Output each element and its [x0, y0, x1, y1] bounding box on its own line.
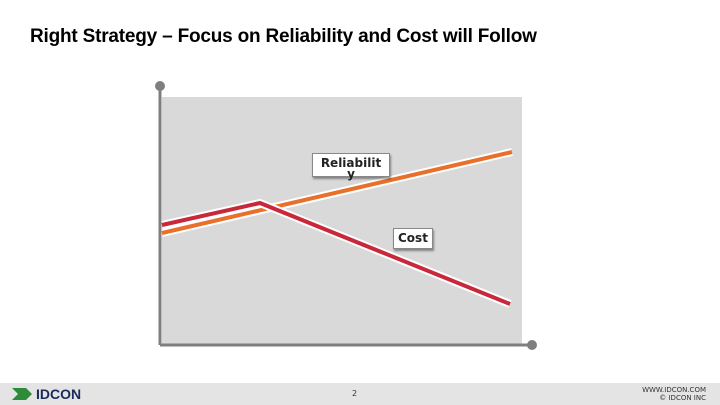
cost-line [161, 200, 511, 306]
reliability-label: Reliability [312, 153, 390, 180]
page-number: 2 [352, 389, 358, 398]
logo-arrow [12, 388, 32, 400]
footer: IDCON 2 WWW.IDCON.COM © IDCON INC [0, 383, 720, 405]
logo-mark [12, 388, 32, 400]
slide-title: Right Strategy – Focus on Reliability an… [30, 26, 537, 47]
logo: IDCON [36, 386, 82, 402]
axis-end [155, 81, 165, 91]
footer-info: WWW.IDCON.COM © IDCON INC [642, 386, 706, 402]
copyright: © IDCON INC [659, 394, 706, 402]
axis-end [527, 340, 537, 350]
diagram [155, 81, 537, 350]
reliability-line [161, 150, 513, 235]
cost-label: Cost [393, 228, 433, 249]
website: WWW.IDCON.COM [642, 386, 706, 394]
